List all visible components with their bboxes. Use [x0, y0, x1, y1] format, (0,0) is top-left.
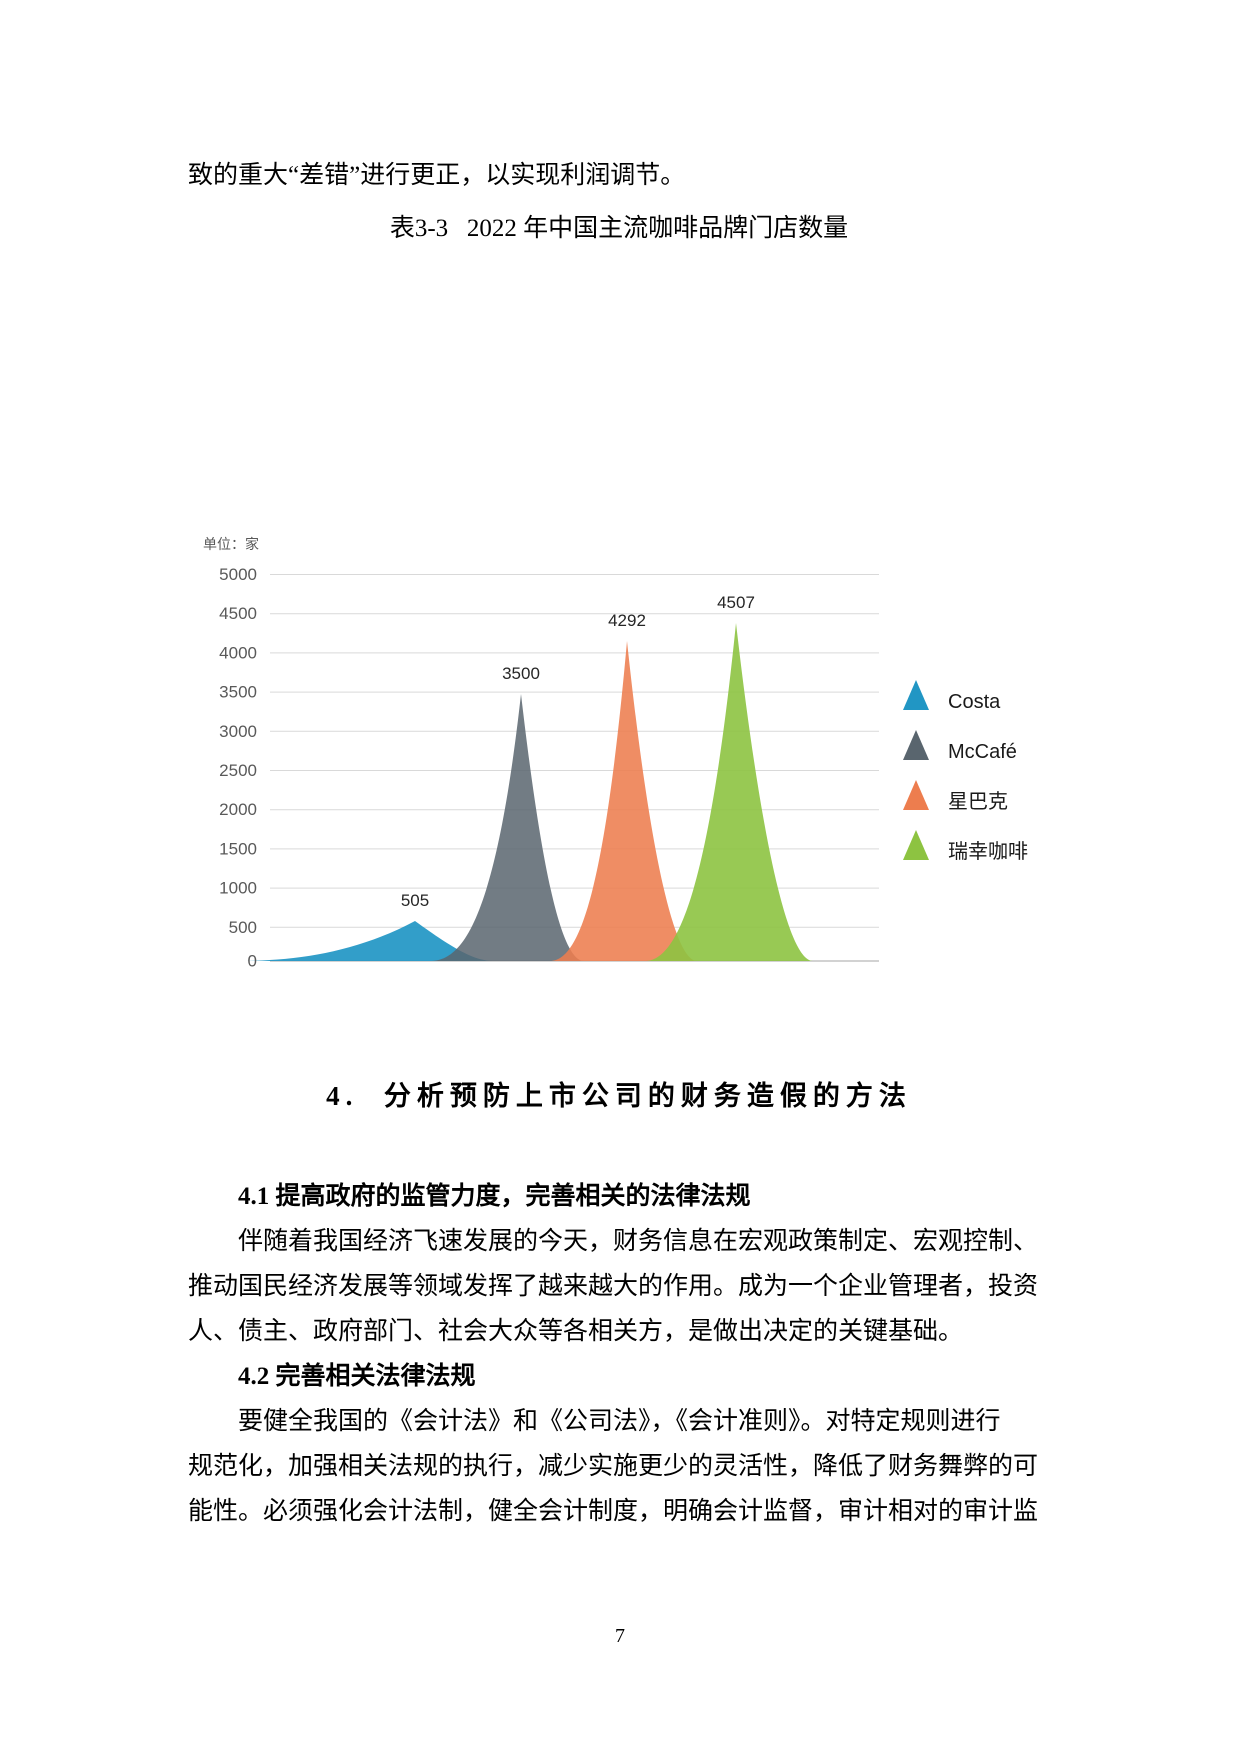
svg-text:星巴克: 星巴克 — [948, 790, 1008, 813]
svg-text:4000: 4000 — [219, 643, 257, 662]
svg-text:4500: 4500 — [219, 604, 257, 623]
svg-text:1000: 1000 — [219, 879, 257, 898]
svg-text:4292: 4292 — [608, 611, 646, 630]
svg-text:4507: 4507 — [717, 593, 755, 612]
svg-text:1500: 1500 — [219, 839, 257, 858]
svg-text:5000: 5000 — [219, 565, 257, 584]
svg-text:瑞幸咖啡: 瑞幸咖啡 — [948, 840, 1028, 863]
svg-text:2000: 2000 — [219, 800, 257, 819]
svg-text:3500: 3500 — [502, 664, 540, 683]
svg-text:3500: 3500 — [219, 683, 257, 702]
svg-text:500: 500 — [229, 918, 257, 937]
svg-text:505: 505 — [401, 891, 429, 910]
svg-text:2500: 2500 — [219, 761, 257, 780]
svg-text:3000: 3000 — [219, 722, 257, 741]
svg-text:Costa: Costa — [948, 691, 1001, 713]
svg-text:0: 0 — [248, 952, 257, 971]
svg-text:McCafé: McCafé — [948, 741, 1017, 763]
